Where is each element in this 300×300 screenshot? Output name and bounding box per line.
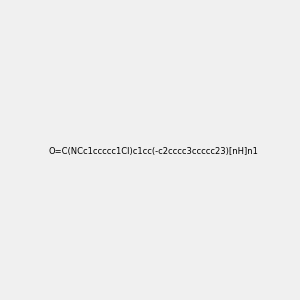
- Text: O=C(NCc1ccccc1Cl)c1cc(-c2cccc3ccccc23)[nH]n1: O=C(NCc1ccccc1Cl)c1cc(-c2cccc3ccccc23)[n…: [49, 147, 259, 156]
